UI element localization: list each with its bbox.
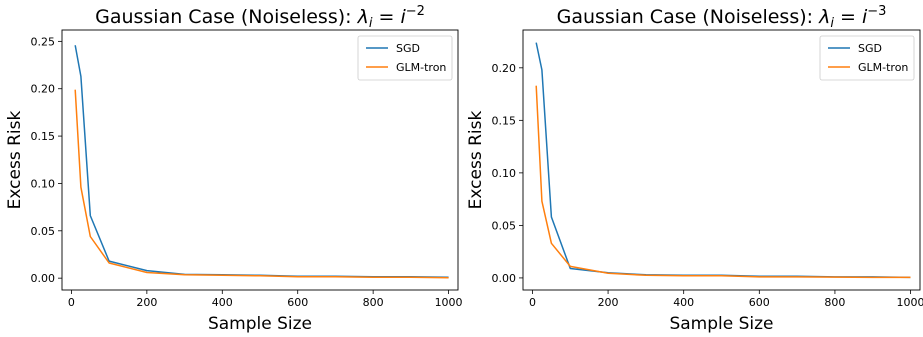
y-axis-label: Excess Risk [466, 111, 486, 210]
legend-label: SGD [396, 42, 420, 55]
x-tick-label: 600 [287, 296, 308, 309]
series-line-glm-tron [535, 85, 911, 279]
y-tick-label: 0.05 [492, 219, 517, 232]
x-tick-label: 600 [749, 296, 770, 309]
chart-title: Gaussian Case (Noiseless): λi = i−2 [95, 4, 425, 31]
title-prefix: Gaussian Case (Noiseless): [557, 6, 819, 28]
y-tick-label: 0.15 [31, 130, 56, 143]
title-subscript: i [830, 16, 834, 31]
legend-label: GLM-tron [858, 61, 908, 74]
y-tick-label: 0.10 [31, 177, 56, 190]
title-base: i [862, 6, 868, 28]
x-axis-label: Sample Size [669, 314, 773, 334]
title-equals: = [834, 6, 862, 28]
y-tick-label: 0.10 [492, 167, 517, 180]
title-lambda: λ [818, 6, 830, 28]
legend-box [819, 35, 915, 81]
x-tick-label: 200 [598, 296, 619, 309]
legend-label: GLM-tron [396, 61, 446, 74]
y-tick-label: 0.00 [31, 272, 56, 285]
plot-frame [61, 29, 459, 291]
x-tick-label: 0 [68, 296, 75, 309]
x-tick-label: 200 [136, 296, 157, 309]
chart-title: Gaussian Case (Noiseless): λi = i−3 [557, 4, 887, 31]
y-tick-label: 0.20 [31, 83, 56, 96]
legend-box [357, 35, 453, 81]
y-tick-label: 0.05 [31, 225, 56, 238]
x-tick-label: 400 [212, 296, 233, 309]
y-tick-label: 0.15 [492, 114, 517, 127]
x-tick-label: 0 [529, 296, 536, 309]
title-exponent: −2 [406, 4, 425, 19]
plot-frame [522, 29, 921, 291]
title-base: i [400, 6, 406, 28]
title-equals: = [372, 6, 400, 28]
legend-label: SGD [858, 42, 882, 55]
chart-panel-1: Gaussian Case (Noiseless): λi = i−20 200 4… [5, 4, 463, 334]
y-tick-label: 0.00 [492, 272, 517, 285]
title-prefix: Gaussian Case (Noiseless): [95, 6, 357, 28]
x-tick-label: 800 [824, 296, 845, 309]
legend: SGD GLM-tron [819, 35, 915, 81]
y-tick-label: 0.20 [492, 62, 517, 75]
y-axis-label: Excess Risk [5, 111, 25, 210]
x-tick-label: 800 [363, 296, 384, 309]
x-tick-label: 1000 [897, 296, 923, 309]
x-tick-label: 400 [673, 296, 694, 309]
series-line-glm-tron [74, 89, 449, 279]
chart-panel-2: Gaussian Case (Noiseless): λi = i−30 200 4… [466, 4, 923, 334]
y-tick-label: 0.25 [31, 35, 56, 48]
legend: SGD GLM-tron [357, 35, 453, 81]
x-axis-label: Sample Size [208, 314, 312, 334]
x-tick-label: 1000 [435, 296, 463, 309]
title-lambda: λ [357, 6, 369, 28]
title-exponent: −3 [867, 4, 886, 19]
title-subscript: i [369, 16, 373, 31]
